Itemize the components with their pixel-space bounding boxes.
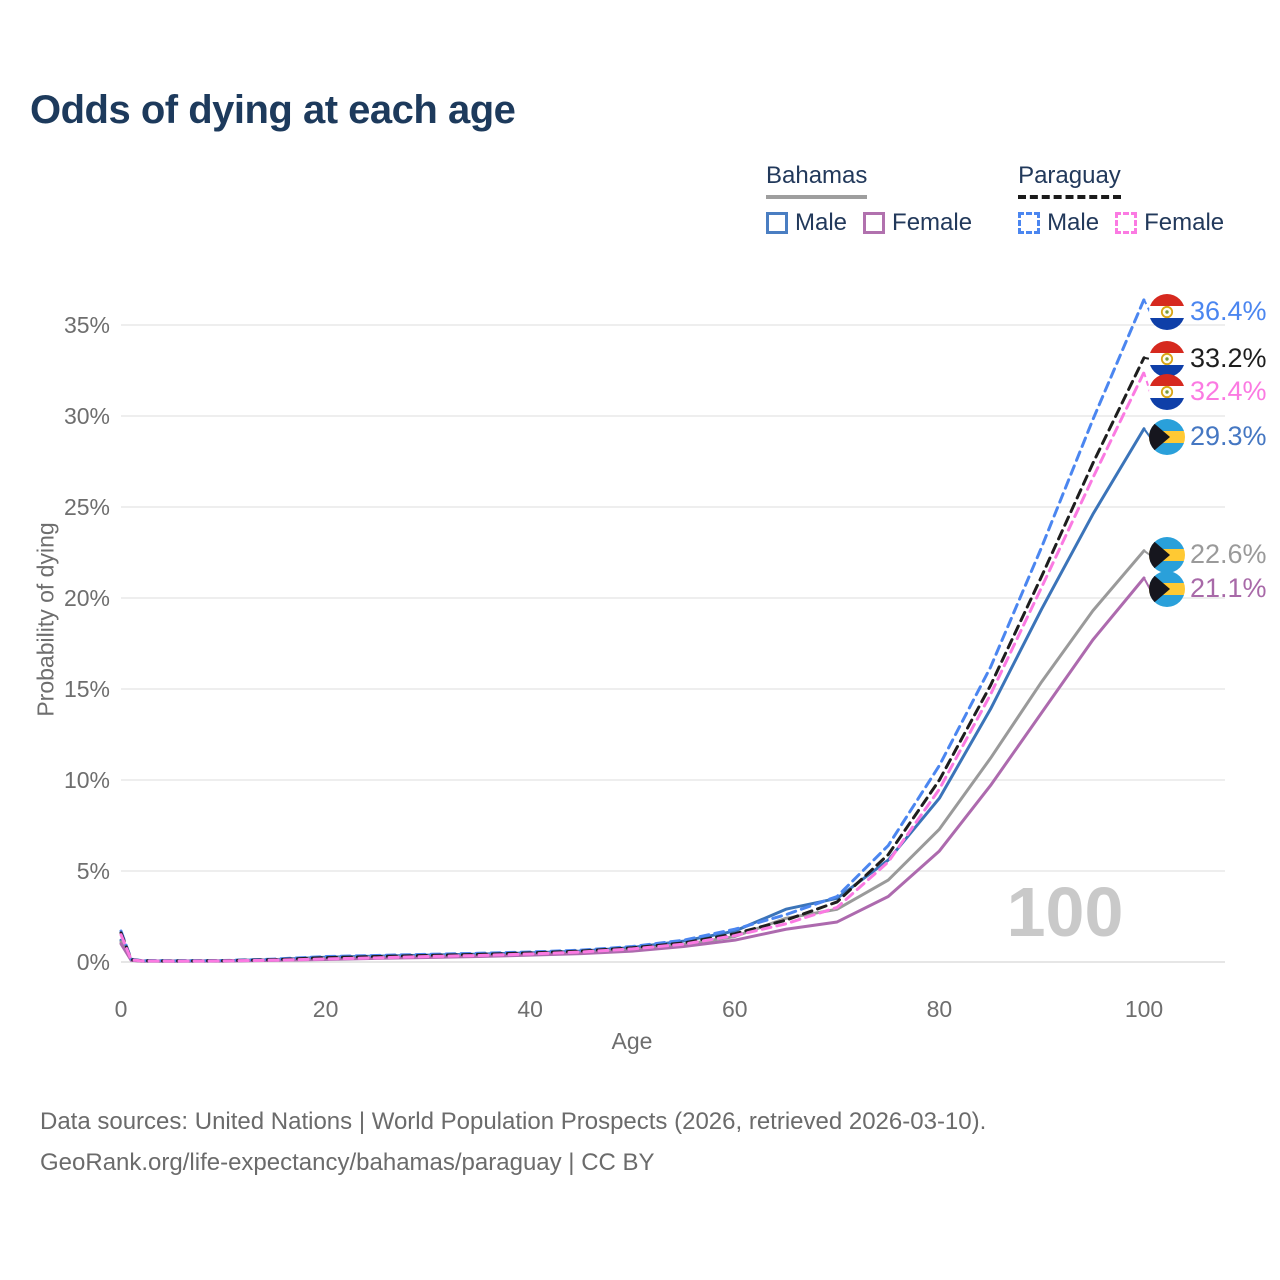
series-line-paraguay-both [119, 356, 1146, 963]
bahamas-flag-icon [1149, 419, 1185, 455]
end-label-paraguay-male: 36.4% [1190, 296, 1267, 326]
data-source-line: Data sources: United Nations | World Pop… [40, 1108, 987, 1135]
chart-legend: Bahamas Male Female Paraguay Male [766, 162, 1224, 237]
paraguay-flag-icon [1149, 294, 1185, 330]
y-tick-label-0: 0% [76, 949, 110, 975]
page-title: Odds of dying at each age [30, 88, 516, 132]
bahamas-flag-icon [1149, 537, 1185, 573]
end-label-bahamas-male: 29.3% [1190, 421, 1267, 451]
paraguay-male-swatch[interactable] [1018, 212, 1041, 234]
end-label-paraguay-female: 32.4% [1190, 376, 1267, 406]
bahamas-male-swatch[interactable] [766, 212, 788, 234]
series-line-paraguay-male [119, 298, 1146, 963]
legend-label-bahamas-male: Male [795, 209, 848, 236]
bahamas-female-swatch[interactable] [863, 212, 886, 234]
legend-country-paraguay: Paraguay [1018, 162, 1121, 199]
legend-item-bahamas-female[interactable]: Female [863, 209, 972, 237]
end-connector-paraguay-both [1143, 356, 1152, 360]
legend-item-paraguay-female[interactable]: Female [1115, 209, 1224, 237]
y-axis-title: Probability of dying [32, 522, 59, 717]
end-label-bahamas-both: 22.6% [1190, 539, 1267, 569]
legend-country-bahamas: Bahamas [766, 162, 868, 199]
series-line-paraguay-female [119, 370, 1146, 963]
paraguay-female-swatch[interactable] [1115, 212, 1138, 234]
x-tick-label-80: 80 [926, 996, 953, 1022]
legend-label-paraguay-female: Female [1144, 209, 1225, 236]
legend-label-paraguay-male: Male [1047, 209, 1100, 236]
y-tick-label-15: 15% [63, 676, 110, 702]
x-tick-label-0: 0 [114, 996, 128, 1022]
x-tick-label-100: 100 [1124, 996, 1164, 1022]
bahamas-flag-icon [1149, 571, 1185, 607]
y-tick-label-5: 5% [76, 858, 110, 884]
paraguay-flag-icon [1149, 341, 1185, 377]
x-tick-label-20: 20 [312, 996, 339, 1022]
y-tick-label-25: 25% [63, 494, 110, 520]
legend-item-bahamas-male[interactable]: Male [766, 209, 847, 237]
legend-group-paraguay: Paraguay Male Female [1018, 162, 1224, 237]
x-tick-label-60: 60 [722, 996, 748, 1022]
hover-age-readout: 100 [1006, 873, 1124, 951]
legend-group-bahamas: Bahamas Male Female [766, 162, 972, 237]
paraguay-flag-icon [1149, 374, 1185, 410]
end-label-paraguay-both: 33.2% [1190, 343, 1267, 373]
attribution-line: GeoRank.org/life-expectancy/bahamas/para… [40, 1149, 655, 1176]
legend-item-paraguay-male[interactable]: Male [1018, 209, 1099, 237]
y-tick-label-10: 10% [63, 767, 110, 793]
y-tick-label-35: 35% [63, 312, 110, 338]
x-tick-label-40: 40 [517, 996, 543, 1022]
x-axis-title: Age [611, 1028, 653, 1054]
legend-label-bahamas-female: Female [892, 209, 973, 236]
y-tick-label-20: 20% [63, 585, 110, 611]
end-label-bahamas-female: 21.1% [1190, 573, 1267, 603]
y-tick-label-30: 30% [63, 403, 110, 429]
